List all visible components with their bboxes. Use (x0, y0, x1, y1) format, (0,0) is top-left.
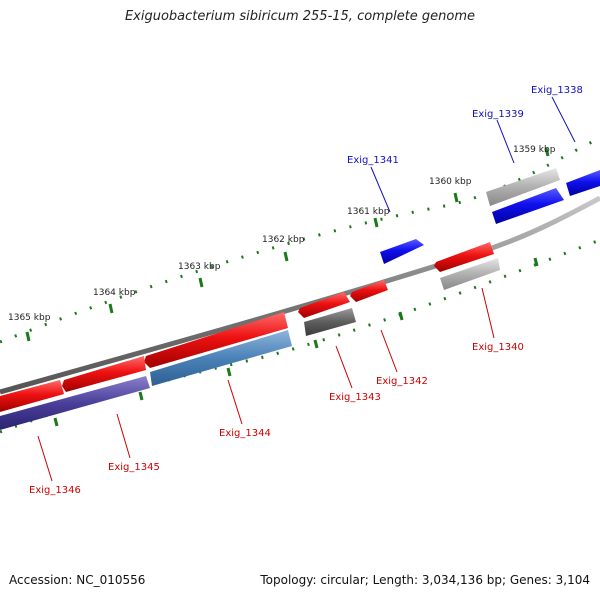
label-exig-1342[interactable]: Exig_1342 (376, 376, 428, 387)
scale-label-1359: 1359 kbp (513, 145, 556, 155)
gene-exig-1345-1346[interactable] (0, 376, 150, 430)
gene-exig-1340[interactable] (434, 242, 494, 272)
gene-labels: Exig_1338 Exig_1339 Exig_1341 Exig_1340 … (29, 85, 583, 496)
gene-exig-1344-cds[interactable] (144, 312, 288, 368)
gene-exig-1339-cds[interactable] (492, 188, 564, 224)
major-ticks (25, 147, 550, 427)
gene-exig-1339[interactable] (486, 168, 560, 206)
label-exig-1339[interactable]: Exig_1339 (472, 109, 524, 120)
scale-label-1364: 1364 kbp (93, 288, 136, 298)
genome-backbone (0, 195, 600, 395)
gene-exig-1338[interactable] (566, 170, 600, 196)
label-exig-1340[interactable]: Exig_1340 (472, 342, 524, 353)
label-exig-1338[interactable]: Exig_1338 (531, 85, 583, 96)
scale-label-1361: 1361 kbp (347, 207, 390, 217)
gene-exig-1346-cds[interactable] (0, 380, 64, 412)
topology-summary: Topology: circular; Length: 3,034,136 bp… (260, 573, 590, 587)
gene-exig-1345-cds[interactable] (62, 356, 146, 392)
label-exig-1346[interactable]: Exig_1346 (29, 485, 81, 496)
label-exig-1344[interactable]: Exig_1344 (219, 428, 271, 439)
gene-exig-1340-pseudo[interactable] (440, 258, 500, 290)
scale-labels: 1359 kbp 1360 kbp 1361 kbp 1362 kbp 1363… (8, 145, 556, 323)
gene-exig-1344[interactable] (150, 330, 292, 386)
accession-text: Accession: NC_010556 (9, 573, 146, 587)
gene-exig-1341[interactable] (380, 239, 424, 264)
label-exig-1343[interactable]: Exig_1343 (329, 392, 381, 403)
map-title: Exiguobacterium sibiricum 255-15, comple… (124, 9, 476, 24)
gene-exig-1343[interactable] (304, 308, 356, 336)
gene-exig-1343-cds[interactable] (298, 292, 350, 318)
gene-exig-1342[interactable] (350, 280, 388, 302)
scale-label-1365: 1365 kbp (8, 313, 51, 323)
label-exig-1341[interactable]: Exig_1341 (347, 155, 399, 166)
label-exig-1345[interactable]: Exig_1345 (108, 462, 160, 473)
scale-label-1363: 1363 kbp (178, 262, 221, 272)
scale-label-1360: 1360 kbp (429, 177, 472, 187)
scale-label-1362: 1362 kbp (262, 235, 305, 245)
label-leaders (37, 96, 576, 482)
